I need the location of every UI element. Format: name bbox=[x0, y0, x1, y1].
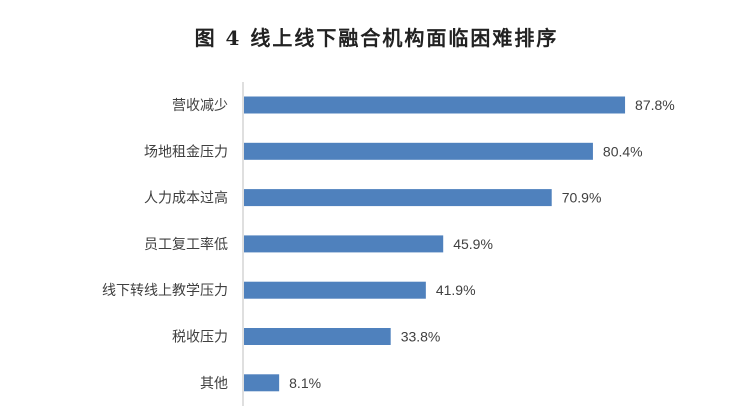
value-label: 80.4% bbox=[603, 143, 643, 159]
category-label: 场地租金压力 bbox=[144, 144, 228, 160]
value-label: 45.9% bbox=[453, 236, 493, 252]
value-label: 87.8% bbox=[635, 97, 675, 113]
category-label: 人力成本过高 bbox=[144, 190, 228, 207]
bar bbox=[244, 235, 444, 253]
category-label: 其他 bbox=[200, 376, 228, 392]
bar bbox=[244, 281, 426, 299]
bar bbox=[244, 189, 552, 207]
value-label: 33.8% bbox=[401, 329, 441, 345]
value-label: 70.9% bbox=[562, 190, 602, 206]
bar bbox=[244, 374, 280, 392]
category-label: 线下转线上教学压力 bbox=[102, 283, 228, 299]
value-labels: 87.8% 80.4% 70.9% 45.9% 41.9% 33.8% 8.1% bbox=[289, 97, 675, 391]
value-label: 41.9% bbox=[436, 282, 476, 298]
bar bbox=[244, 96, 626, 114]
category-label: 员工复工率低 bbox=[144, 236, 228, 253]
category-label: 税收压力 bbox=[172, 330, 228, 346]
category-label: 营收减少 bbox=[172, 98, 228, 114]
bar bbox=[244, 328, 391, 345]
value-label: 8.1% bbox=[289, 375, 321, 391]
chart-title: 图 4 线上线下融合机构面临困难排序 bbox=[194, 26, 559, 50]
bars bbox=[244, 96, 626, 392]
bar bbox=[244, 142, 593, 160]
